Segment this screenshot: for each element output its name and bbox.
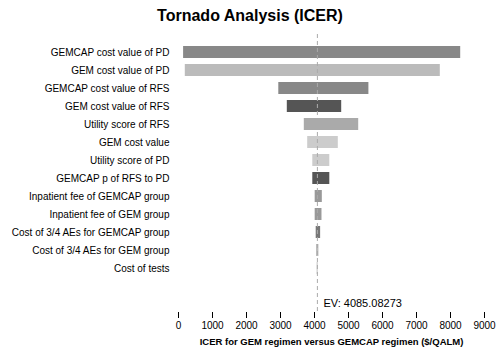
svg-text:Cost of 3/4 AEs for GEM group: Cost of 3/4 AEs for GEM group [32,245,170,256]
svg-text:GEMCAP p of RFS to PD: GEMCAP p of RFS to PD [56,173,169,184]
svg-text:Utility score of RFS: Utility score of RFS [84,119,170,130]
svg-text:0: 0 [176,320,182,331]
svg-text:EV: 4085.08273: EV: 4085.08273 [323,297,402,309]
svg-text:Cost of tests: Cost of tests [114,263,170,274]
svg-text:6000: 6000 [371,320,394,331]
svg-text:2000: 2000 [235,320,258,331]
svg-text:1000: 1000 [201,320,224,331]
svg-text:8000: 8000 [439,320,462,331]
svg-text:7000: 7000 [405,320,428,331]
html-text:Tornado Analysis (ICER): Tornado Analysis (ICER) [157,7,343,24]
svg-text:GEM cost value of PD: GEM cost value of PD [71,65,169,76]
svg-text:Inpatient fee of GEMCAP group: Inpatient fee of GEMCAP group [29,191,170,202]
svg-text:GEM cost value of RFS: GEM cost value of RFS [65,101,170,112]
svg-text:5000: 5000 [337,320,360,331]
svg-text:Inpatient fee of GEM group: Inpatient fee of GEM group [49,209,170,220]
svg-text:GEMCAP cost value of RFS: GEMCAP cost value of RFS [45,83,170,94]
svg-text:GEMCAP cost value of PD: GEMCAP cost value of PD [51,47,170,58]
svg-text:Utility score of PD: Utility score of PD [90,155,169,166]
svg-text:4000: 4000 [303,320,326,331]
svg-text:ICER for GEM regimen versus GE: ICER for GEM regimen versus GEMCAP regim… [200,336,464,347]
svg-text:9000: 9000 [473,320,496,331]
svg-text:Cost of 3/4 AEs for GEMCAP gro: Cost of 3/4 AEs for GEMCAP group [12,227,170,238]
svg-text:3000: 3000 [269,320,292,331]
svg-text:GEM cost value: GEM cost value [99,137,170,148]
